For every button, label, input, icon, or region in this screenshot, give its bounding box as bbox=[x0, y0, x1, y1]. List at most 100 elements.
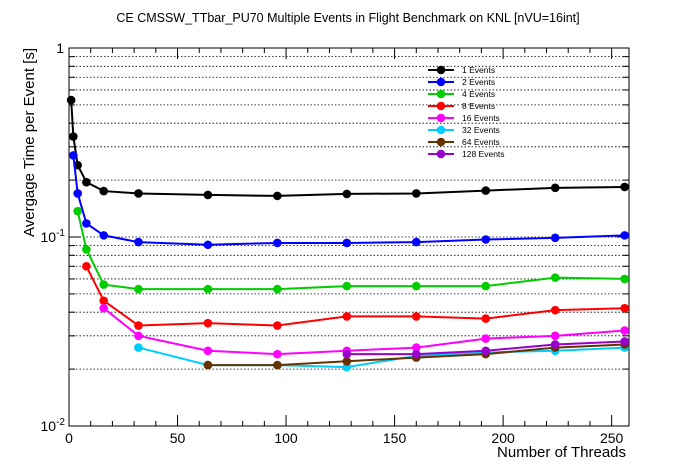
data-point bbox=[73, 206, 82, 216]
legend-label: 8 Events bbox=[462, 101, 495, 111]
x-tick-label: 100 bbox=[274, 430, 298, 446]
data-point bbox=[550, 183, 560, 193]
x-axis-label: Number of Threads bbox=[497, 444, 626, 461]
data-point bbox=[99, 280, 109, 289]
data-point bbox=[134, 284, 143, 294]
data-point bbox=[69, 151, 78, 160]
data-point bbox=[550, 273, 560, 282]
data-point bbox=[69, 132, 78, 141]
data-point bbox=[620, 303, 629, 313]
x-tick-label: 200 bbox=[491, 430, 515, 446]
x-tick-label: 0 bbox=[65, 430, 73, 446]
x-tick-label: 250 bbox=[600, 430, 624, 446]
data-point bbox=[550, 305, 560, 315]
data-point bbox=[411, 237, 421, 247]
data-point bbox=[620, 231, 629, 240]
y-tick-label: 10-2 bbox=[41, 417, 66, 434]
data-point bbox=[203, 346, 213, 356]
data-point bbox=[620, 274, 629, 284]
y-tick-label: 1 bbox=[56, 40, 64, 56]
data-point bbox=[620, 337, 629, 346]
legend-marker bbox=[436, 77, 446, 87]
data-point bbox=[66, 95, 76, 105]
data-point bbox=[99, 303, 109, 313]
data-point bbox=[82, 245, 91, 254]
data-point bbox=[73, 189, 82, 198]
data-point bbox=[134, 321, 143, 330]
data-point bbox=[134, 237, 143, 247]
data-point bbox=[411, 349, 421, 359]
data-point bbox=[134, 189, 143, 198]
data-point bbox=[99, 296, 109, 306]
legend-marker bbox=[436, 137, 446, 147]
data-point bbox=[550, 331, 560, 341]
data-point bbox=[481, 334, 491, 343]
data-point bbox=[273, 349, 282, 359]
legend-label: 16 Events bbox=[462, 113, 500, 123]
legend-marker bbox=[436, 89, 446, 99]
x-tick-labels: 0 50 100 150 200 250 bbox=[65, 430, 623, 446]
data-point bbox=[273, 238, 282, 248]
y-tick-labels: 10-2 10-1 1 bbox=[41, 40, 66, 434]
legend-label: 4 Events bbox=[462, 89, 495, 99]
legend-marker bbox=[436, 149, 446, 159]
data-point bbox=[342, 356, 352, 366]
legend-label: 128 Events bbox=[462, 149, 505, 159]
data-point bbox=[411, 189, 421, 198]
data-point bbox=[481, 235, 491, 244]
data-point bbox=[82, 219, 91, 228]
data-point bbox=[620, 182, 629, 192]
legend-label: 32 Events bbox=[462, 125, 500, 135]
data-point bbox=[273, 360, 282, 370]
x-tick-label: 150 bbox=[383, 430, 407, 446]
data-point bbox=[342, 189, 352, 199]
legend-label: 2 Events bbox=[462, 77, 495, 87]
data-point bbox=[481, 314, 491, 323]
data-point bbox=[481, 281, 491, 291]
data-point bbox=[342, 312, 352, 321]
series-line-3 bbox=[76, 210, 625, 291]
data-point bbox=[82, 261, 91, 271]
data-point bbox=[134, 331, 143, 341]
data-point bbox=[481, 186, 491, 195]
series-line-4 bbox=[85, 265, 625, 327]
data-point bbox=[481, 346, 491, 356]
data-point bbox=[273, 284, 282, 294]
data-point bbox=[620, 326, 629, 335]
data-point bbox=[203, 240, 213, 250]
data-point bbox=[99, 186, 109, 196]
data-point bbox=[203, 318, 213, 328]
data-point bbox=[411, 312, 421, 321]
data-point bbox=[550, 340, 560, 349]
data-point bbox=[550, 233, 560, 243]
legend-marker bbox=[436, 65, 446, 75]
chart-title: CE CMSSW_TTbar_PU70 Multiple Events in F… bbox=[116, 11, 579, 25]
series-group bbox=[66, 95, 629, 372]
data-point bbox=[342, 238, 352, 248]
data-point bbox=[203, 190, 213, 200]
data-point bbox=[342, 349, 352, 359]
axis-ticks bbox=[68, 48, 629, 427]
data-point bbox=[411, 281, 421, 291]
data-point bbox=[273, 191, 282, 201]
data-point bbox=[342, 281, 352, 291]
legend-marker bbox=[436, 113, 446, 123]
y-tick-label: 10-1 bbox=[41, 228, 66, 245]
legend: 1 Events 2 Events 4 Events 8 Events 16 Event… bbox=[428, 65, 505, 159]
data-point bbox=[411, 343, 421, 352]
legend-label: 64 Events bbox=[462, 137, 500, 147]
legend-label: 1 Events bbox=[462, 65, 495, 75]
y-axis-label: Avergage Time per Event [s] bbox=[21, 48, 38, 237]
series-line-1 bbox=[70, 100, 625, 197]
data-point bbox=[273, 321, 282, 330]
data-point bbox=[99, 231, 109, 240]
grid-lines bbox=[69, 56, 629, 370]
data-point bbox=[82, 177, 91, 187]
series-line-5 bbox=[103, 307, 625, 356]
legend-marker bbox=[436, 125, 446, 135]
series-line-2 bbox=[72, 155, 625, 246]
data-point bbox=[134, 343, 143, 352]
x-tick-label: 50 bbox=[170, 430, 186, 446]
data-point bbox=[203, 360, 213, 370]
